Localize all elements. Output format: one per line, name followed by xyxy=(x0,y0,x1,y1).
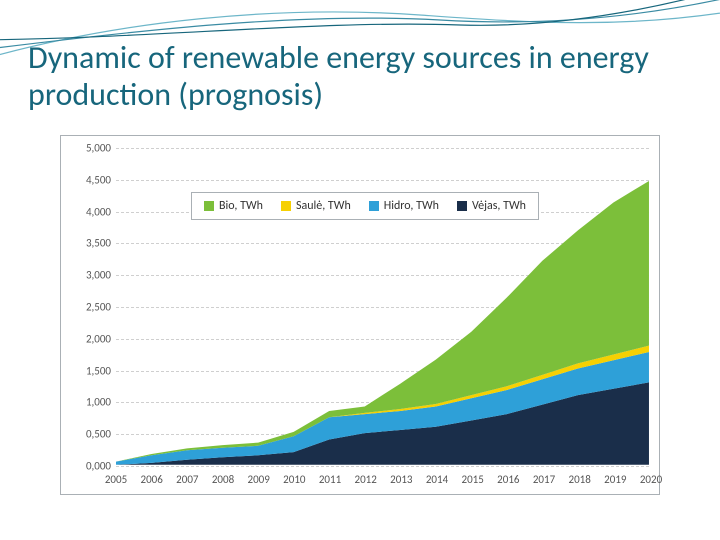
y-axis-tick-label: 3,000 xyxy=(61,269,111,282)
legend-swatch xyxy=(281,201,291,211)
y-axis-tick-label: 4,000 xyxy=(61,205,111,218)
x-axis-tick-label: 2011 xyxy=(319,473,341,486)
y-axis-tick-label: 3,500 xyxy=(61,237,111,250)
legend-label: Saulė, TWh xyxy=(296,199,351,213)
chart-area-stacked: 0,000 0,500 1,000 1,500 2,000 2,500 3,000 3,500… xyxy=(60,135,660,495)
legend-swatch xyxy=(369,201,379,211)
legend-item: Vėjas, TWh xyxy=(457,199,526,213)
x-axis-tick-label: 2010 xyxy=(283,473,305,486)
x-axis-tick-label: 2008 xyxy=(212,473,234,486)
x-axis-tick-label: 2012 xyxy=(355,473,377,486)
legend-swatch xyxy=(457,201,467,211)
x-axis-tick-label: 2015 xyxy=(462,473,484,486)
title-block: Dynamic of renewable energy sources in e… xyxy=(28,40,692,114)
chart-legend: Bio, TWh Saulė, TWh Hidro, TWh Vėjas, TWh xyxy=(191,192,539,220)
x-axis-tick-label: 2017 xyxy=(533,473,555,486)
x-axis-tick-label: 2020 xyxy=(640,473,662,486)
x-axis-tick-label: 2005 xyxy=(105,473,127,486)
grid-line xyxy=(116,466,649,467)
legend-item: Bio, TWh xyxy=(204,199,263,213)
x-axis-tick-label: 2016 xyxy=(497,473,519,486)
y-axis-tick-label: 2,000 xyxy=(61,332,111,345)
legend-item: Saulė, TWh xyxy=(281,199,351,213)
y-axis-tick-label: 5,000 xyxy=(61,142,111,155)
x-axis-tick-label: 2018 xyxy=(569,473,591,486)
x-axis-tick-label: 2007 xyxy=(176,473,198,486)
y-axis-tick-label: 1,500 xyxy=(61,364,111,377)
page-title: Dynamic of renewable energy sources in e… xyxy=(28,40,692,114)
legend-item: Hidro, TWh xyxy=(369,199,439,213)
x-axis-tick-label: 2006 xyxy=(141,473,163,486)
y-axis-tick-label: 2,500 xyxy=(61,301,111,314)
y-axis-tick-label: 0,500 xyxy=(61,428,111,441)
y-axis-tick-label: 1,000 xyxy=(61,396,111,409)
legend-label: Vėjas, TWh xyxy=(472,199,526,213)
slide: Dynamic of renewable energy sources in e… xyxy=(0,0,720,540)
legend-label: Bio, TWh xyxy=(219,199,263,213)
legend-swatch xyxy=(204,201,214,211)
legend-label: Hidro, TWh xyxy=(384,199,439,213)
x-axis-tick-label: 2013 xyxy=(390,473,412,486)
x-axis-tick-label: 2009 xyxy=(248,473,270,486)
y-axis-tick-label: 4,500 xyxy=(61,173,111,186)
x-axis-tick-label: 2014 xyxy=(426,473,448,486)
y-axis-tick-label: 0,000 xyxy=(61,460,111,473)
x-axis-tick-label: 2019 xyxy=(604,473,626,486)
